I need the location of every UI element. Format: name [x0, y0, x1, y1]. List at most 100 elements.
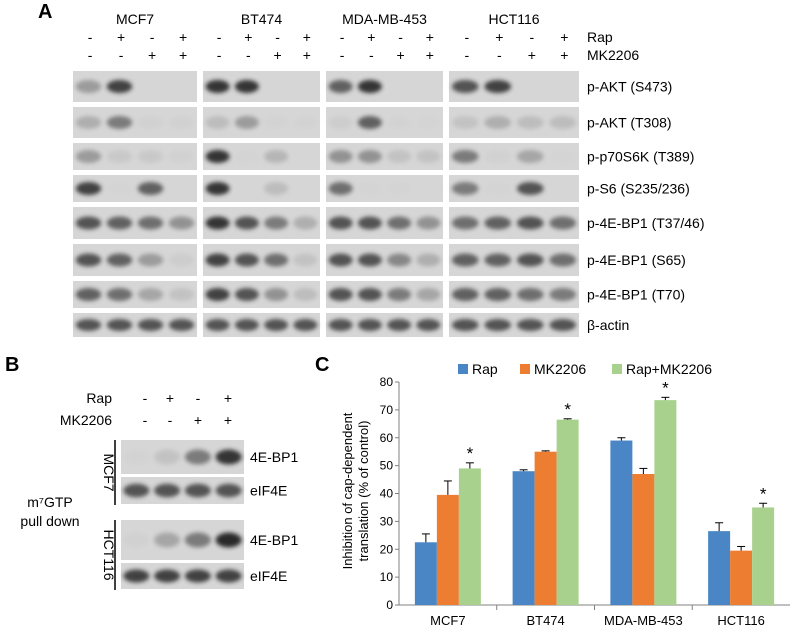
panel-b-blot-label: eIF4E — [250, 483, 287, 499]
panel-a-band — [264, 216, 289, 230]
chart-bar — [512, 471, 535, 605]
panel-a-band — [357, 253, 382, 267]
panel-a-band — [205, 253, 230, 267]
chart-x-tick-label: BT474 — [526, 613, 564, 628]
panel-a-band — [484, 182, 512, 195]
panel-a-treatment-sign: - — [340, 29, 345, 45]
panel-a-band — [484, 150, 512, 163]
panel-b-band — [123, 483, 150, 498]
panel-a-band — [75, 216, 102, 230]
chart-legend-label: Rap+MK2206 — [626, 361, 712, 377]
panel-a-treatments: - + - + - + - + - + - + - + - + Rap - - + + - - + + - - + + - - + + MK220… — [88, 29, 640, 63]
panel-a-band — [106, 150, 133, 163]
panel-a-band — [549, 150, 577, 163]
panel-b-band — [184, 483, 211, 498]
panel-c-letter: C — [315, 354, 329, 376]
panel-a-band — [137, 253, 164, 267]
chart-bar — [632, 473, 655, 605]
panel-a-band — [205, 288, 230, 301]
panel-a-band — [106, 182, 133, 195]
panel-a-treatment-sign: + — [528, 47, 536, 63]
panel-b-band — [215, 483, 242, 498]
panel-a-treatment-sign: - — [497, 47, 502, 63]
panel-b-treatment-sign: - — [143, 412, 148, 428]
chart-bar — [458, 468, 481, 605]
chart-legend-swatch — [520, 364, 530, 374]
panel-a-treatment-sign: + — [179, 29, 187, 45]
panel-a-blot-label: p-AKT (T308) — [587, 115, 672, 131]
panel-a-treatment-sign: + — [117, 29, 125, 45]
chart-legend: Rap MK2206 Rap+MK2206 — [458, 361, 712, 377]
panel-a-band — [357, 319, 382, 331]
panel-a-band — [516, 80, 544, 93]
panel-a-band — [205, 116, 230, 129]
panel-a-band — [387, 288, 412, 301]
panel-a-treatment-sign: + — [148, 47, 156, 63]
panel-b-band — [184, 569, 211, 583]
chart-y-tick-label: 80 — [380, 375, 394, 389]
chart-bar — [730, 550, 753, 605]
panel-a-band — [75, 288, 102, 301]
chart-bar — [534, 451, 557, 605]
chart-y-tick-label: 10 — [380, 570, 394, 584]
panel-a-blot-label: p-p70S6K (T389) — [587, 149, 694, 165]
panel-a-band — [451, 253, 479, 267]
panel-a-band — [387, 150, 412, 163]
chart-legend-swatch — [458, 364, 468, 374]
panel-a-band — [75, 150, 102, 163]
panel-a-band — [357, 80, 382, 93]
panel-a-band — [168, 288, 195, 301]
panel-a-treatment-sign: - — [465, 29, 470, 45]
panel-b: B Rap - + - + MK2206 - - + + m⁷GTP pull down MCF7… — [5, 354, 298, 590]
panel-b-band — [154, 532, 181, 548]
panel-a-band — [387, 253, 412, 267]
panel-a-band — [451, 80, 479, 93]
panel-b-treatment-label: Rap — [86, 390, 112, 406]
panel-a-band — [516, 288, 544, 301]
panel-a-band — [328, 182, 353, 195]
panel-b-band — [123, 569, 150, 583]
panel-a-band — [549, 253, 577, 267]
chart-y-label-line2: translation (% of control) — [356, 421, 371, 562]
chart-y-tick-label: 60 — [380, 431, 394, 445]
panel-b-treatment-sign: + — [224, 412, 232, 428]
panel-a-band — [516, 253, 544, 267]
chart-bar — [654, 400, 677, 605]
panel-a-band — [357, 150, 382, 163]
panel-a-treatment-sign: - — [340, 47, 345, 63]
panel-a-treatment-sign: + — [426, 47, 434, 63]
panel-a-blot-label: β-actin — [587, 317, 629, 333]
panel-b-letter: B — [5, 354, 19, 376]
panel-a-cell-line-label: BT474 — [241, 11, 282, 27]
panel-a-band — [106, 80, 133, 93]
panel-a-band — [264, 150, 289, 163]
panel-a-band — [387, 80, 412, 93]
chart-y-tick-label: 20 — [380, 542, 394, 556]
panel-b-band — [123, 532, 150, 548]
panel-a-treatment-sign: - — [398, 29, 403, 45]
panel-a-band — [416, 288, 441, 301]
panel-b-band — [215, 532, 242, 548]
panel-a-band — [387, 319, 412, 331]
panel-a-treatment-sign: + — [244, 29, 252, 45]
chart-bar — [436, 494, 459, 605]
panel-a-treatment-sign: + — [560, 47, 568, 63]
panel-a-band — [168, 116, 195, 129]
panel-a-band — [106, 253, 133, 267]
panel-a-band — [516, 116, 544, 129]
panel-a-band — [137, 319, 164, 331]
panel-a-band — [357, 288, 382, 301]
panel-a-blot-label: p-4E-BP1 (T70) — [587, 287, 685, 303]
panel-a-band — [549, 116, 577, 129]
chart-bar — [556, 419, 579, 605]
panel-a-band — [264, 182, 289, 195]
panel-a-band — [137, 80, 164, 93]
panel-a-treatment-sign: + — [426, 29, 434, 45]
panel-b-band — [215, 449, 242, 465]
panel-a-cell-line-label: MDA-MB-453 — [342, 11, 427, 27]
panel-a-band — [106, 319, 133, 331]
chart-x-tick-label: MDA-MB-453 — [604, 613, 683, 628]
panel-a-band — [387, 216, 412, 230]
panel-a-band — [549, 216, 577, 230]
